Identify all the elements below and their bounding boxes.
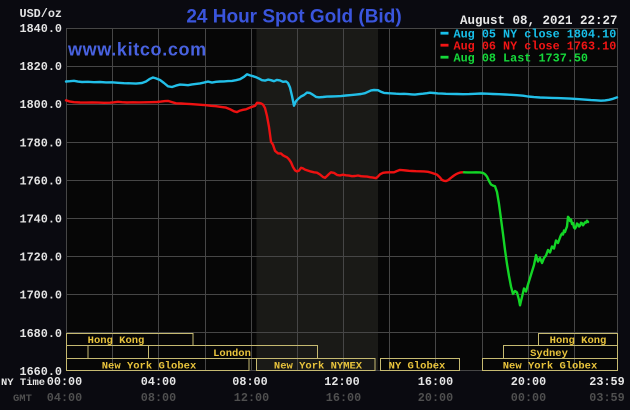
- svg-text:Aug 06 NY close 1763.10: Aug 06 NY close 1763.10: [454, 40, 617, 54]
- svg-text:New York Globex: New York Globex: [102, 361, 197, 373]
- svg-text:London: London: [213, 348, 251, 360]
- svg-text:New York Globex: New York Globex: [503, 361, 598, 373]
- svg-text:16:00: 16:00: [326, 391, 361, 405]
- svg-text:NY Globex: NY Globex: [389, 361, 446, 373]
- svg-text:03:59: 03:59: [589, 391, 624, 405]
- svg-text:August 08, 2021 22:27: August 08, 2021 22:27: [460, 14, 618, 28]
- svg-text:NY Time: NY Time: [1, 377, 45, 389]
- svg-text:04:00: 04:00: [47, 391, 82, 405]
- svg-text:1740.0: 1740.0: [20, 213, 62, 227]
- svg-text:00:00: 00:00: [47, 375, 82, 389]
- svg-text:1680.0: 1680.0: [20, 327, 62, 341]
- svg-text:12:00: 12:00: [234, 391, 269, 405]
- svg-text:Aug 05 NY close 1804.10: Aug 05 NY close 1804.10: [454, 28, 617, 42]
- svg-text:23:59: 23:59: [589, 375, 624, 389]
- svg-text:1760.0: 1760.0: [20, 174, 62, 188]
- svg-text:1840.0: 1840.0: [20, 22, 62, 36]
- svg-text:New York NYMEX: New York NYMEX: [274, 361, 363, 373]
- svg-text:1720.0: 1720.0: [20, 251, 62, 265]
- svg-text:Hong Kong: Hong Kong: [550, 335, 607, 347]
- svg-text:1780.0: 1780.0: [20, 136, 62, 150]
- svg-text:24 Hour Spot Gold (Bid): 24 Hour Spot Gold (Bid): [186, 7, 401, 28]
- svg-text:1800.0: 1800.0: [20, 98, 62, 112]
- svg-text:GMT: GMT: [13, 393, 32, 405]
- svg-text:20:00: 20:00: [511, 375, 546, 389]
- svg-text:08:00: 08:00: [232, 375, 267, 389]
- svg-text:1820.0: 1820.0: [20, 60, 62, 74]
- svg-text:00:00: 00:00: [511, 391, 546, 405]
- svg-text:20:00: 20:00: [418, 391, 453, 405]
- svg-text:1700.0: 1700.0: [20, 289, 62, 303]
- svg-text:Sydney: Sydney: [530, 348, 569, 360]
- svg-text:12:00: 12:00: [324, 375, 359, 389]
- svg-text:1660.0: 1660.0: [20, 365, 62, 379]
- svg-text:04:00: 04:00: [141, 375, 176, 389]
- svg-text:USD/oz: USD/oz: [20, 7, 62, 21]
- svg-text:Hong Kong: Hong Kong: [88, 335, 145, 347]
- svg-text:Aug 08 Last 1737.50: Aug 08 Last 1737.50: [454, 52, 589, 66]
- svg-text:08:00: 08:00: [141, 391, 176, 405]
- svg-text:16:00: 16:00: [418, 375, 453, 389]
- svg-text:www.kitco.com: www.kitco.com: [67, 40, 207, 60]
